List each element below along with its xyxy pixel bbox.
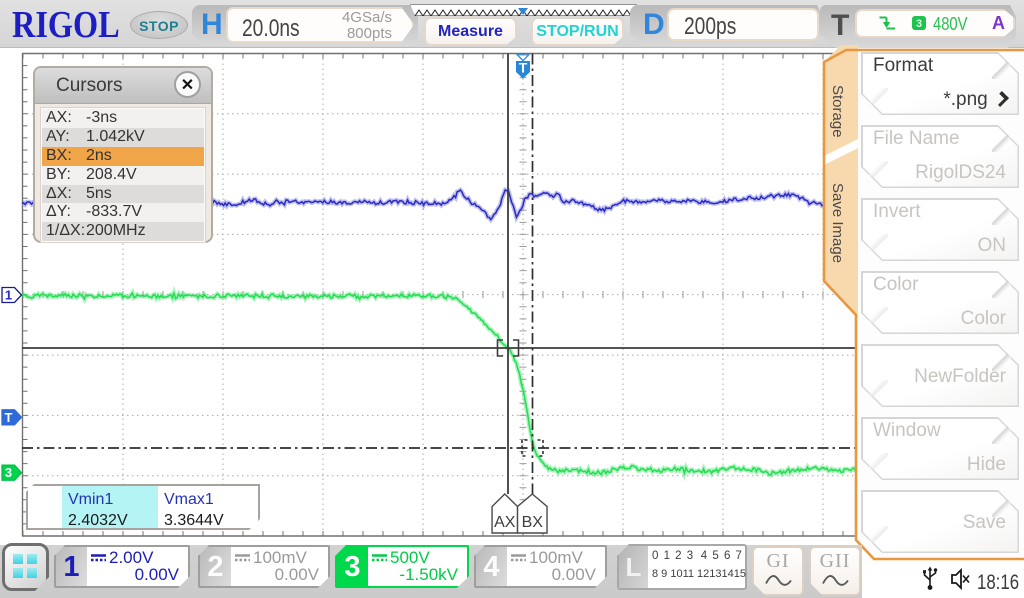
- svg-text:3: 3: [916, 18, 922, 30]
- svg-text:AX: AX: [494, 514, 516, 531]
- svg-text:1: 1: [5, 288, 12, 303]
- svg-text:BX: BX: [522, 514, 544, 531]
- svg-text:T: T: [519, 60, 528, 76]
- svg-text:T: T: [5, 410, 13, 425]
- svg-text:3: 3: [5, 465, 12, 480]
